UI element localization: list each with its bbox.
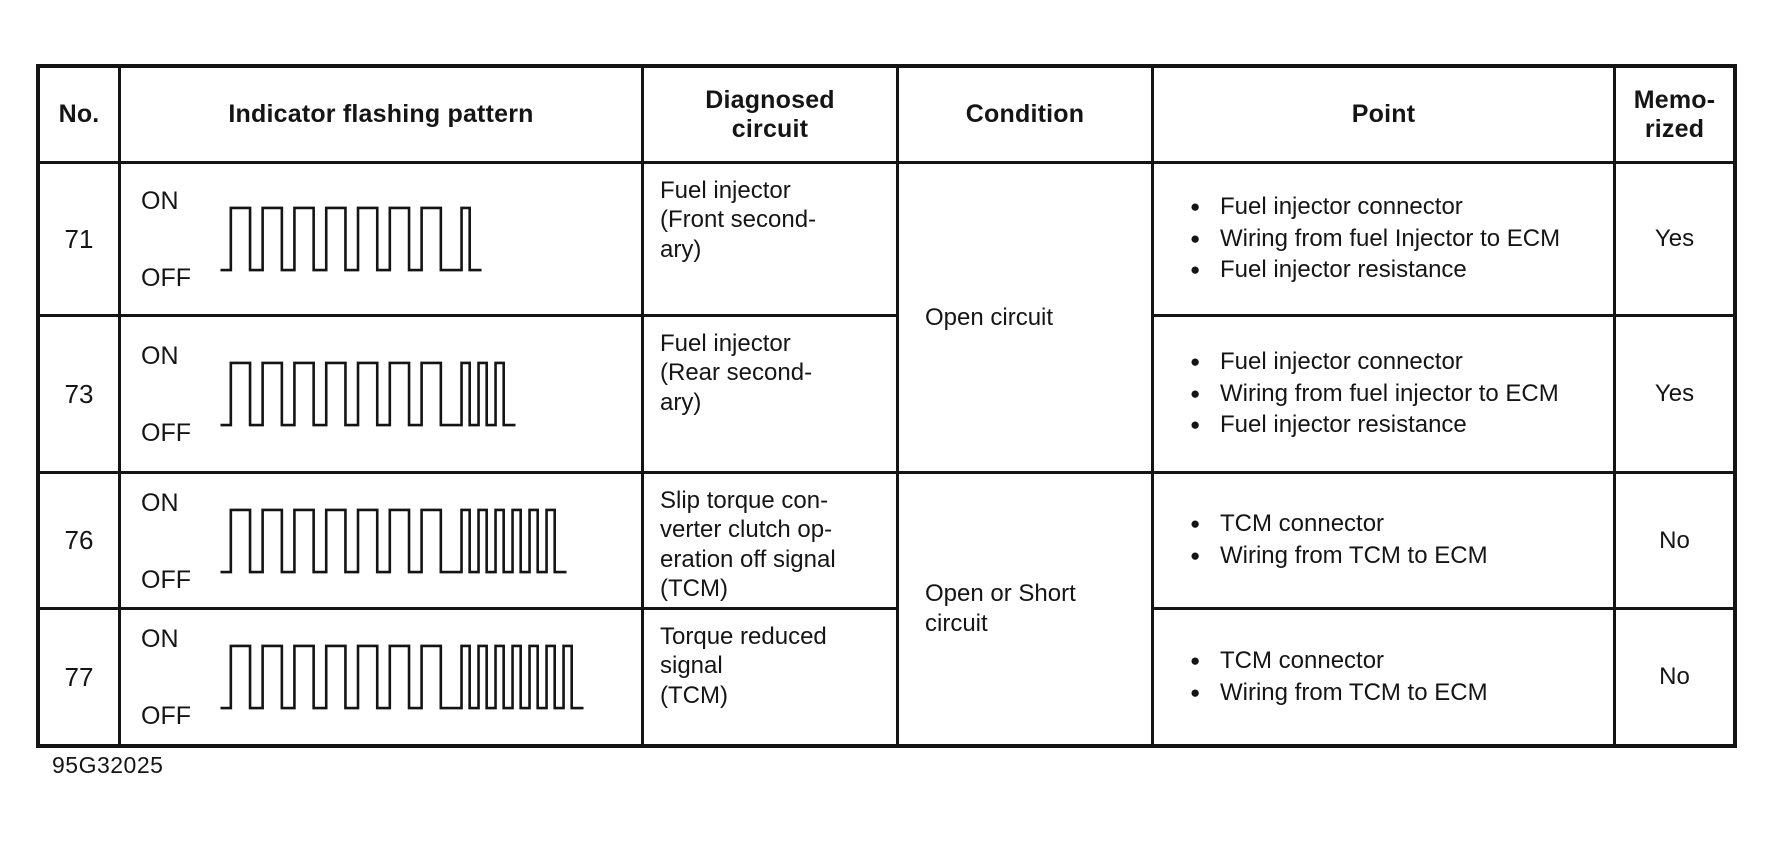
flash-waveform-71 — [219, 193, 483, 285]
waveform-axis-labels: ON OFF — [141, 342, 219, 447]
off-label: OFF — [141, 419, 191, 447]
point-text: Wiring from fuel Injector to ECM — [1220, 224, 1561, 252]
code-cell-77: 77 — [40, 610, 121, 744]
off-label: OFF — [141, 565, 191, 594]
memorized-cell-76: No — [1616, 474, 1733, 610]
flash-waveform-73 — [219, 348, 517, 440]
waveform-axis-labels: ON OFF — [141, 625, 219, 730]
column-header-diagnosed-circuit: Diagnosed circuit — [644, 68, 899, 164]
code-cell-73: 73 — [40, 317, 121, 474]
column-header-no: No. — [40, 68, 121, 164]
point-cell-76: ● TCM connector ● Wiring from TCM to ECM — [1154, 474, 1616, 610]
bullet-icon: ● — [1190, 546, 1201, 565]
waveform-axis-labels: ON OFF — [141, 489, 219, 594]
point-item: ● Fuel injector connector — [1190, 193, 1609, 222]
bullet-icon: ● — [1190, 260, 1201, 280]
point-cell-77: ● TCM connector ● Wiring from TCM to ECM — [1154, 610, 1616, 744]
bullet-icon: ● — [1190, 383, 1201, 403]
point-item: ● Wiring from TCM to ECM — [1190, 679, 1609, 708]
column-header-flashing-pattern: Indicator flashing pattern — [121, 68, 644, 164]
point-text: Fuel injector resistance — [1220, 411, 1467, 439]
diagnostic-code-table: No. Indicator flashing pattern Diagnosed… — [36, 64, 1737, 748]
bullet-icon: ● — [1190, 415, 1201, 435]
code-cell-71: 71 — [40, 164, 121, 317]
point-text: Wiring from fuel injector to ECM — [1220, 379, 1559, 407]
flashing-pattern-cell-77: ON OFF — [121, 610, 644, 744]
diagnosed-circuit-cell-73: Fuel injector (Rear second- ary) — [644, 317, 899, 474]
point-item: ● Wiring from fuel injector to ECM — [1190, 380, 1609, 409]
point-item: ● Wiring from fuel Injector to ECM — [1190, 225, 1609, 254]
point-text: Fuel injector connector — [1220, 192, 1463, 220]
bullet-icon: ● — [1190, 650, 1201, 670]
point-item: ● Fuel injector connector — [1190, 348, 1609, 377]
figure-caption: 95G32025 — [52, 752, 164, 778]
condition-cell-open-circuit: Open circuit — [899, 164, 1154, 474]
bullet-icon: ● — [1190, 514, 1201, 534]
off-label: OFF — [141, 264, 191, 292]
point-item: ● TCM connector — [1190, 647, 1609, 676]
waveform-axis-labels: ON OFF — [141, 187, 219, 292]
point-text: Fuel injector connector — [1220, 347, 1463, 375]
on-label: ON — [141, 488, 179, 517]
on-label: ON — [141, 187, 179, 215]
flashing-pattern-cell-76: ON OFF — [121, 474, 644, 610]
flash-waveform-77 — [219, 631, 585, 723]
flashing-pattern-cell-73: ON OFF — [121, 317, 644, 474]
point-text: TCM connector — [1220, 646, 1385, 674]
on-label: ON — [141, 625, 179, 653]
diagnosed-circuit-cell-77: Torque reduced signal (TCM) — [644, 610, 899, 744]
point-cell-73: ● Fuel injector connector ● Wiring from fu… — [1154, 317, 1616, 474]
bullet-icon: ● — [1190, 196, 1201, 216]
point-item: ● TCM connector — [1190, 510, 1609, 539]
point-cell-71: ● Fuel injector connector ● Wiring from fu… — [1154, 164, 1616, 317]
point-text: TCM connector — [1220, 510, 1385, 538]
bullet-icon: ● — [1190, 682, 1201, 702]
memorized-cell-77: No — [1616, 610, 1733, 744]
point-text: Fuel injector resistance — [1220, 256, 1467, 284]
point-item: ● Wiring from TCM to ECM — [1190, 542, 1609, 571]
column-header-condition: Condition — [899, 68, 1154, 164]
on-label: ON — [141, 342, 179, 370]
memorized-cell-73: Yes — [1616, 317, 1733, 474]
code-cell-76: 76 — [40, 474, 121, 610]
point-text: Wiring from TCM to ECM — [1220, 542, 1488, 569]
column-header-point: Point — [1154, 68, 1616, 164]
diagnosed-circuit-cell-76: Slip torque con- verter clutch op- erati… — [644, 474, 899, 610]
point-item: ● Fuel injector resistance — [1190, 256, 1609, 285]
memorized-cell-71: Yes — [1616, 164, 1733, 317]
diagnosed-circuit-cell-71: Fuel injector (Front second- ary) — [644, 164, 899, 317]
point-text: Wiring from TCM to ECM — [1220, 678, 1488, 706]
bullet-icon: ● — [1190, 228, 1201, 248]
off-label: OFF — [141, 702, 191, 730]
condition-cell-open-or-short-circuit: Open or Short circuit — [899, 474, 1154, 744]
column-header-memorized: Memo- rized — [1616, 68, 1733, 164]
flashing-pattern-cell-71: ON OFF — [121, 164, 644, 317]
flash-waveform-76 — [219, 495, 568, 587]
bullet-icon: ● — [1190, 351, 1201, 371]
point-item: ● Fuel injector resistance — [1190, 411, 1609, 440]
